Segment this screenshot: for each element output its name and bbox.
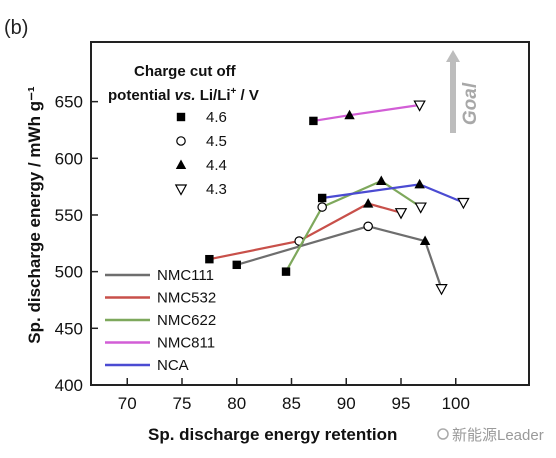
x-tick-label: 90 <box>337 394 356 413</box>
x-tick-label: 80 <box>227 394 246 413</box>
plot-area: 70 75 80 85 90 95 100 400 450 500 550 600 650 <box>55 41 530 413</box>
y-tick-label: 400 <box>55 376 83 395</box>
watermark-icon <box>437 428 449 440</box>
y-tick-label: 550 <box>55 206 83 225</box>
data-point <box>363 221 373 232</box>
data-point <box>362 198 374 208</box>
series-nca <box>317 178 470 210</box>
series-line <box>322 183 464 204</box>
series-legend-label: NMC111 <box>157 267 214 284</box>
x-tick-label: 100 <box>442 394 470 413</box>
data-point <box>317 193 327 203</box>
data-point <box>281 267 291 276</box>
data-point <box>394 208 408 220</box>
data-point <box>309 116 318 126</box>
x-tick-label: 95 <box>392 394 411 413</box>
watermark-text: 新能源Leader <box>452 427 544 444</box>
series-legend-label: NMC622 <box>157 312 216 329</box>
series-legend-label: NMC811 <box>157 335 215 352</box>
watermark: 新能源Leader <box>437 427 544 444</box>
data-point <box>414 178 425 189</box>
marker-legend-label: 4.5 <box>206 133 227 150</box>
series-layer <box>205 100 470 296</box>
y-tick-label: 450 <box>55 319 83 338</box>
marker-legend-title-line2: potential vs. Li/Li+ / V <box>108 86 259 104</box>
marker-legend-symbol <box>176 136 186 146</box>
data-point <box>205 254 214 264</box>
series-nmc532 <box>205 198 408 264</box>
marker-legend-label: 4.4 <box>206 157 227 174</box>
series-nmc111 <box>232 221 448 296</box>
data-point <box>376 175 387 185</box>
x-tick-label: 85 <box>282 394 301 413</box>
x-tick-label: 75 <box>173 394 192 413</box>
data-point <box>414 202 427 214</box>
data-point <box>435 284 448 296</box>
marker-legend-symbol <box>174 184 188 196</box>
data-point <box>317 202 327 212</box>
marker-legend-entries: 4.6 4.5 4.4 4.3 <box>174 109 227 198</box>
data-point <box>344 109 355 120</box>
data-point <box>419 235 431 246</box>
series-line <box>236 225 443 289</box>
x-tick-label: 70 <box>118 394 137 413</box>
goal-annotation: Goal <box>446 50 481 133</box>
data-point <box>457 197 470 210</box>
panel-label: (b) <box>4 17 28 39</box>
series-legend-label: NMC532 <box>157 290 216 307</box>
marker-legend-title-line1: Charge cut off <box>134 63 237 80</box>
data-point <box>413 100 426 112</box>
marker-legend: Charge cut off potential vs. Li/Li+ / V … <box>108 63 259 198</box>
marker-legend-symbol <box>176 112 186 122</box>
series-nmc622 <box>281 175 427 276</box>
y-tick-label: 600 <box>55 149 83 168</box>
y-tick-label: 650 <box>55 93 83 112</box>
series-nmc811 <box>309 100 426 126</box>
axis-ticks: 70 75 80 85 90 95 100 400 450 500 550 600 650 <box>55 93 470 413</box>
series-line <box>313 103 420 122</box>
marker-legend-symbol <box>175 159 187 169</box>
y-axis-label: Sp. discharge energy / mWh g⁻¹ <box>25 86 44 344</box>
data-point <box>232 260 241 270</box>
series-legend: NMC111 NMC532 NMC622 NMC811 NCA <box>105 267 216 374</box>
series-legend-label: NCA <box>157 357 189 374</box>
y-tick-label: 500 <box>55 263 83 282</box>
marker-legend-label: 4.3 <box>206 181 227 198</box>
goal-arrow <box>446 50 460 133</box>
plot-frame <box>90 41 530 386</box>
marker-legend-label: 4.6 <box>206 109 227 126</box>
x-axis-label: Sp. discharge energy retention <box>148 425 397 444</box>
goal-label: Goal <box>460 82 481 125</box>
series-line <box>209 202 402 261</box>
